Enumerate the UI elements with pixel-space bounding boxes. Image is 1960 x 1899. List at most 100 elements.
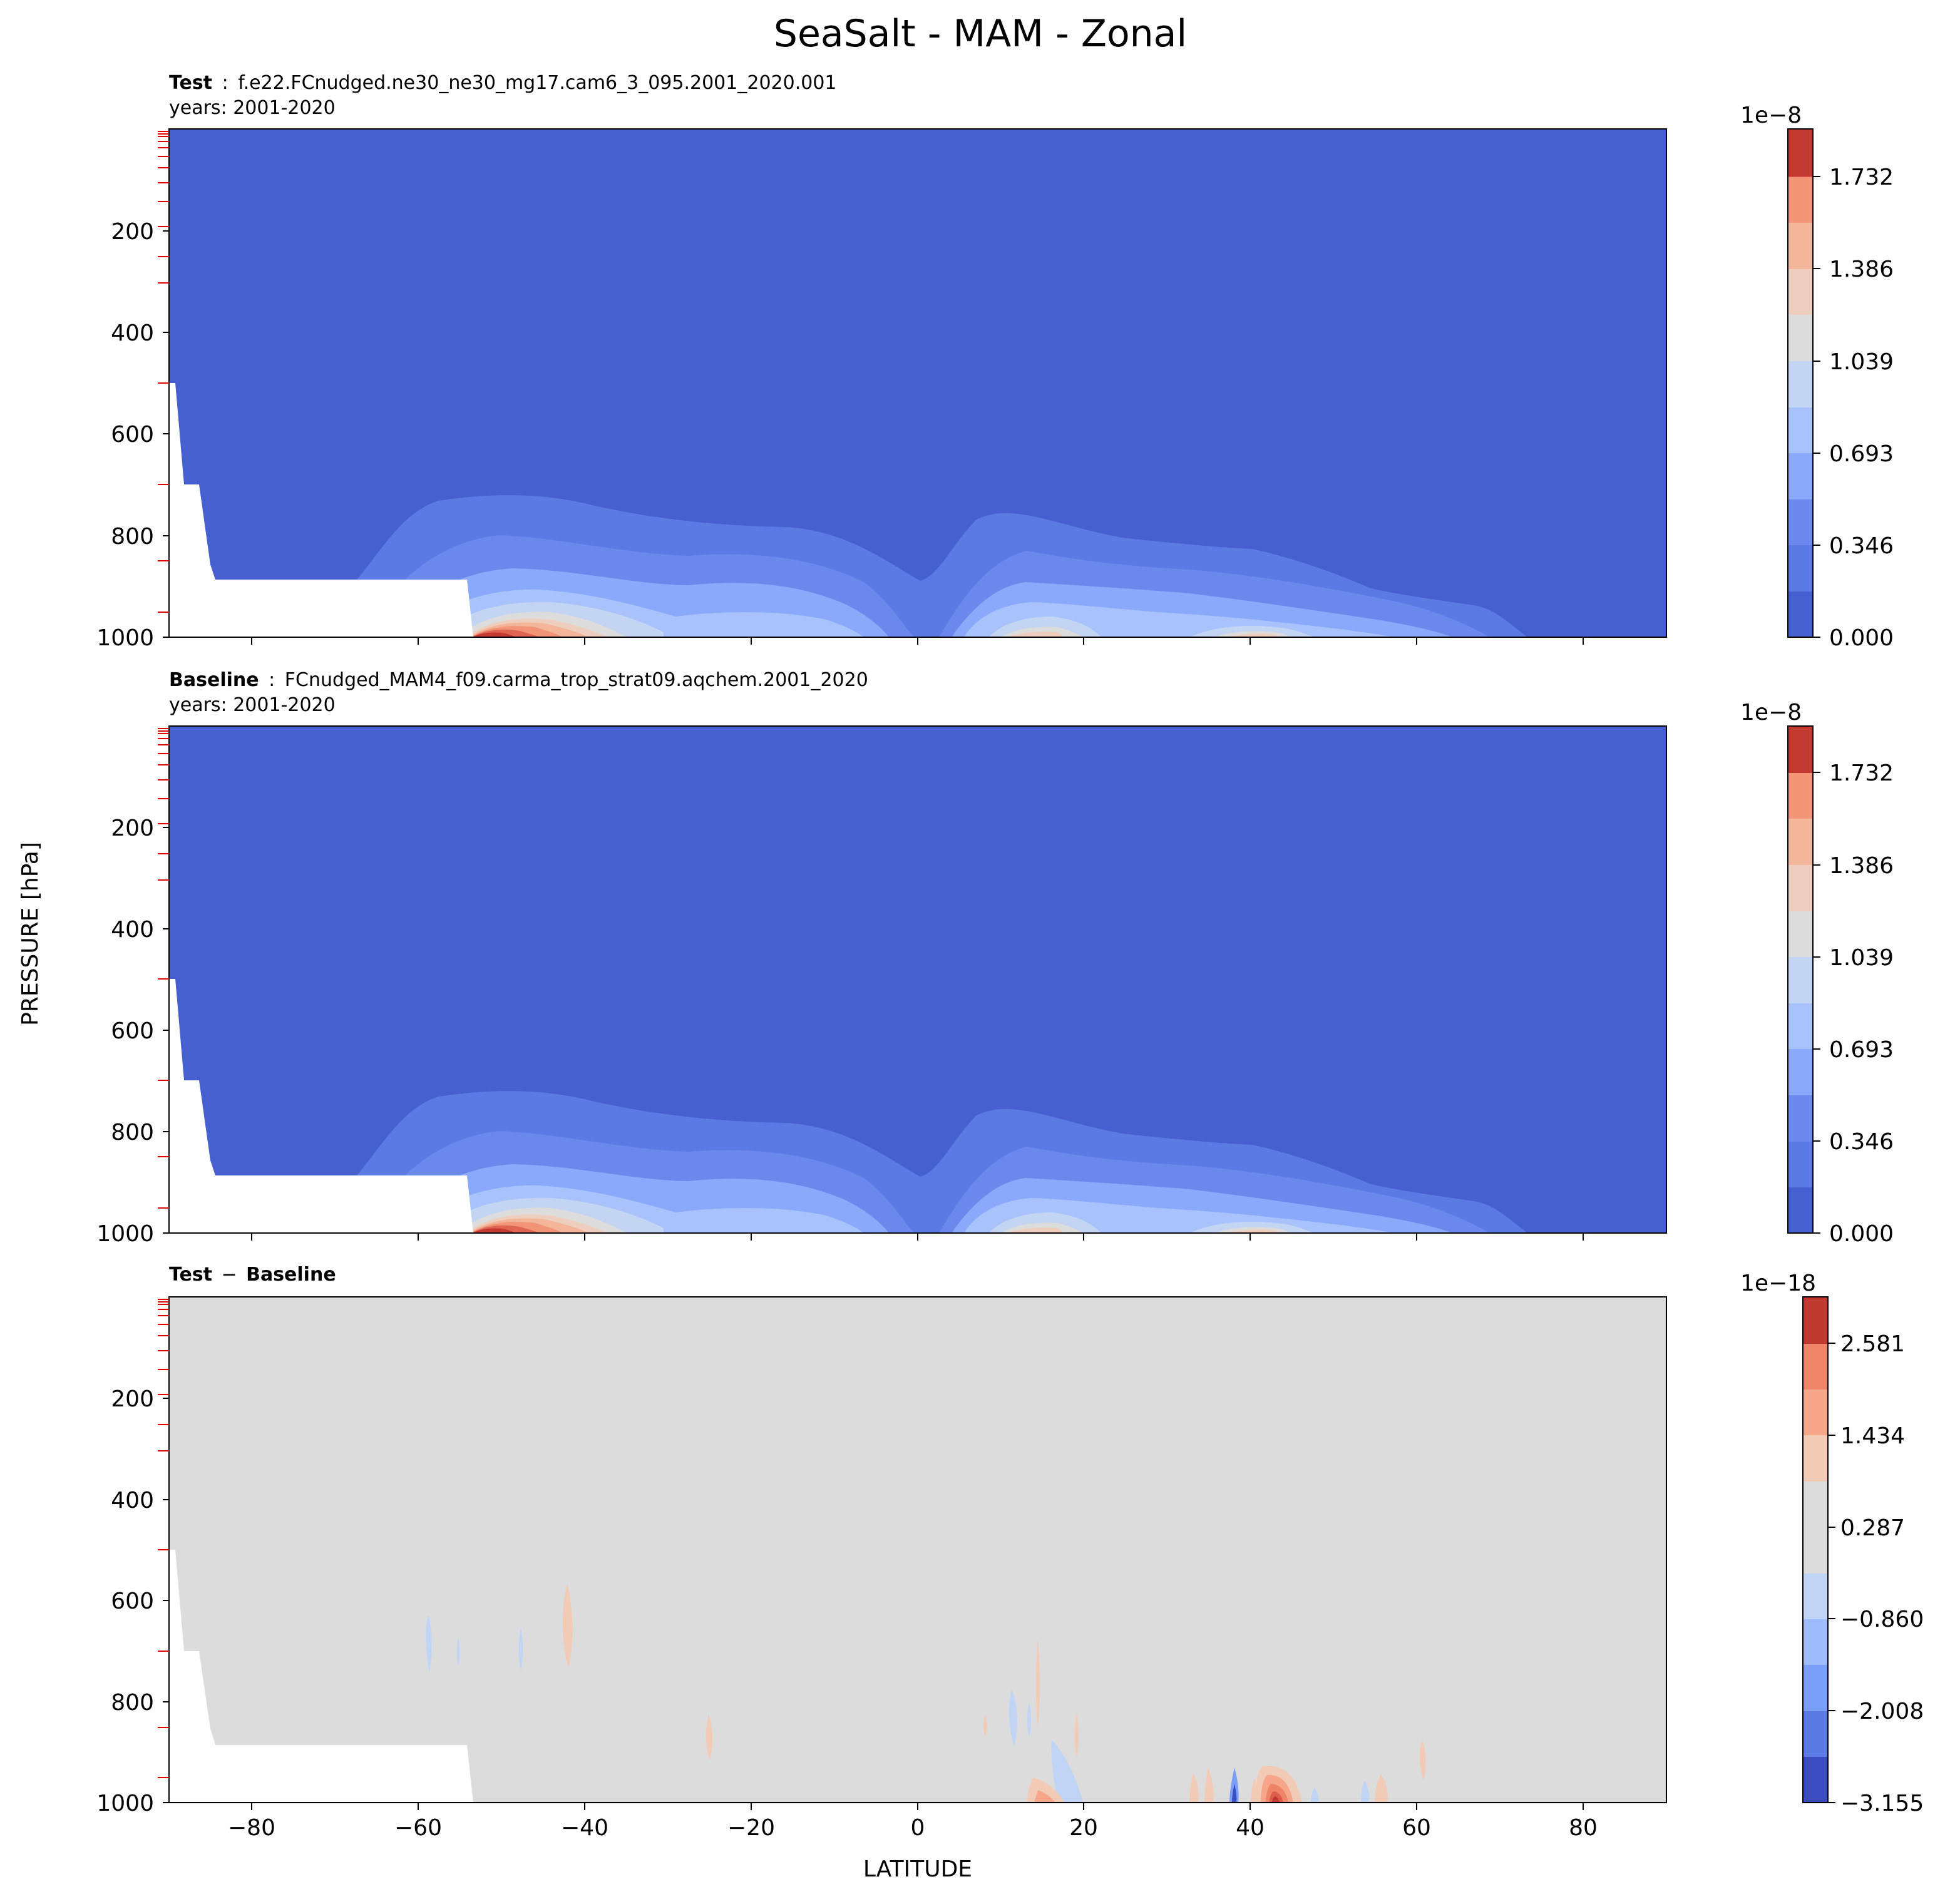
panel-difference-header-test: Test — [169, 1264, 212, 1286]
cbar0-frame — [1787, 128, 1814, 638]
diff-blob-blue-9 — [1361, 1780, 1370, 1803]
diff-blob-blue-6 — [1051, 1740, 1083, 1803]
cbar2-tick-3: 0.287 — [1840, 1515, 1905, 1541]
panel-test-contour-11 — [473, 632, 516, 637]
panel-baseline-xticks — [251, 1233, 1584, 1241]
panel-baseline-yticks: 200 400 600 800 1000 — [96, 816, 169, 1247]
cbar1-level-8 — [1788, 819, 1813, 865]
cbar1-level-6 — [1788, 911, 1813, 957]
panel-test-ytick-600: 600 — [111, 422, 154, 448]
panel-baseline-header: Baseline : FCnudged_MAM4_f09.carma_trop_… — [169, 669, 868, 691]
cbar0-tick-5: 1.732 — [1829, 165, 1894, 190]
cbar1-level-3 — [1788, 1049, 1813, 1095]
panel-baseline-ytick-600: 600 — [111, 1018, 154, 1044]
cbar1-level-0 — [1788, 1187, 1813, 1234]
diff-blob-red-4 — [983, 1715, 987, 1736]
cbar0-tick-2: 0.693 — [1829, 441, 1894, 467]
panel-baseline-contour-4 — [413, 1185, 1396, 1233]
panel-difference-red-ticks — [158, 1299, 169, 1778]
panel-difference-background — [169, 1297, 1666, 1803]
panel-difference-ytick-200: 200 — [111, 1386, 154, 1412]
diff-blob-red-6b — [1034, 1790, 1055, 1803]
panel-baseline-colorbar: 1e−8 0.000 0.346 0.693 1.039 1.386 1.732 — [1740, 700, 1894, 1247]
panel-baseline-ytick-400: 400 — [111, 917, 154, 943]
cbar2-tick-1: −2.008 — [1840, 1699, 1924, 1724]
cbar0-level-0 — [1788, 591, 1813, 637]
diff-blob-red-8 — [1204, 1768, 1214, 1803]
diff-blob-blue-1 — [426, 1615, 432, 1672]
panel-difference-yticks: 200 400 600 800 1000 — [96, 1386, 169, 1816]
cbar0-tick-3: 1.039 — [1829, 349, 1894, 375]
cbar2-level-3 — [1803, 1619, 1828, 1665]
cbar2-level-7 — [1803, 1389, 1828, 1435]
panel-difference: Test − Baseline — [96, 1264, 1924, 1841]
y-axis-label: PRESSURE [hPa] — [18, 842, 43, 1026]
panel-baseline-colorbar-exponent: 1e−8 — [1740, 700, 1802, 725]
panel-baseline-contour-11 — [473, 1228, 516, 1233]
xtick-60: 60 — [1402, 1815, 1431, 1841]
diff-blob-red-12 — [1419, 1740, 1426, 1780]
panel-test-ytick-400: 400 — [111, 320, 154, 346]
cbar2-level-8 — [1803, 1343, 1828, 1390]
panel-test-header-case: f.e22.FCnudged.ne30_ne30_mg17.cam6_3_095… — [238, 72, 836, 94]
diff-blob-red-3 — [1036, 1640, 1040, 1728]
xtick-0: 0 — [911, 1815, 925, 1841]
panel-test-ytick-1000: 1000 — [96, 625, 154, 651]
cbar1-level-2 — [1788, 1095, 1813, 1142]
cbar1-tick-4: 1.386 — [1829, 853, 1894, 879]
cbar1-level-9 — [1788, 772, 1813, 819]
panel-test-xticks — [251, 637, 1584, 645]
panel-baseline-red-ticks — [158, 728, 169, 1209]
panel-test-header-sep: : — [222, 72, 228, 94]
panel-test-ytick-800: 800 — [111, 524, 154, 550]
panel-baseline-header-bold: Baseline — [169, 669, 259, 691]
panel-difference-ytick-800: 800 — [111, 1690, 154, 1716]
cbar0-level-8 — [1788, 223, 1813, 269]
panel-test-topography-mask — [169, 383, 473, 637]
panel-difference-header: Test − Baseline — [169, 1264, 336, 1286]
x-axis-label: LATITUDE — [863, 1856, 972, 1882]
xtick-minus40: −40 — [561, 1815, 608, 1841]
panel-baseline-topography-mask — [169, 979, 473, 1233]
cbar0-tick-1: 0.346 — [1829, 533, 1894, 559]
cbar2-frame — [1802, 1296, 1829, 1803]
panel-difference-ytick-400: 400 — [111, 1488, 154, 1513]
panel-difference-xticks: −80 −60 −40 −20 0 20 40 60 80 — [228, 1803, 1598, 1841]
cbar1-frame — [1787, 725, 1814, 1234]
cbar2-tick-4: 1.434 — [1840, 1423, 1905, 1449]
diff-blob-blue-5 — [1027, 1702, 1031, 1736]
cbar0-top-band — [1788, 129, 1813, 177]
panel-difference-colorbar: 1e−18 −3.155 −2.008 −0.860 0.287 1.434 2… — [1740, 1271, 1924, 1816]
panel-baseline-header-sep: : — [269, 669, 275, 691]
cbar2-level-1 — [1803, 1711, 1828, 1757]
diff-blob-red-11 — [1375, 1774, 1388, 1803]
panel-baseline-header-case: FCnudged_MAM4_f09.carma_trop_strat09.aqc… — [285, 669, 868, 691]
xtick-80: 80 — [1569, 1815, 1598, 1841]
xtick-20: 20 — [1069, 1815, 1098, 1841]
panel-baseline-field — [169, 726, 1666, 1233]
diff-blob-blue-7b — [1232, 1784, 1237, 1803]
cbar1-tick-5: 1.732 — [1829, 760, 1894, 786]
cbar0-level-6 — [1788, 315, 1813, 361]
cbar2-level-9 — [1803, 1297, 1828, 1344]
panel-difference-ytick-600: 600 — [111, 1589, 154, 1614]
panel-test-header-bold: Test — [169, 72, 212, 94]
panel-baseline-ytick-200: 200 — [111, 816, 154, 841]
cbar2-tick-5: 2.581 — [1840, 1331, 1905, 1357]
diff-blob-red-5 — [1075, 1712, 1079, 1756]
panel-test-colorbar: 1e−8 0.000 0.346 0.693 1.039 1.386 1.732 — [1740, 103, 1894, 651]
diff-blob-blue-2 — [456, 1637, 460, 1666]
cbar1-level-1 — [1788, 1141, 1813, 1187]
cbar2-level-6 — [1803, 1435, 1828, 1482]
cbar0-level-1 — [1788, 545, 1813, 591]
diff-blob-red-2 — [705, 1715, 713, 1760]
xtick-40: 40 — [1236, 1815, 1265, 1841]
panel-test-colorbar-exponent: 1e−8 — [1740, 103, 1802, 128]
cbar1-tick-0: 0.000 — [1829, 1221, 1894, 1247]
panel-test-yticks: 200 400 600 800 1000 — [96, 219, 169, 651]
panel-difference-colorbar-exponent: 1e−18 — [1740, 1271, 1816, 1296]
cbar0-level-4 — [1788, 407, 1813, 453]
cbar2-tick-2: −0.860 — [1840, 1607, 1924, 1632]
cbar1-level-4 — [1788, 1003, 1813, 1049]
